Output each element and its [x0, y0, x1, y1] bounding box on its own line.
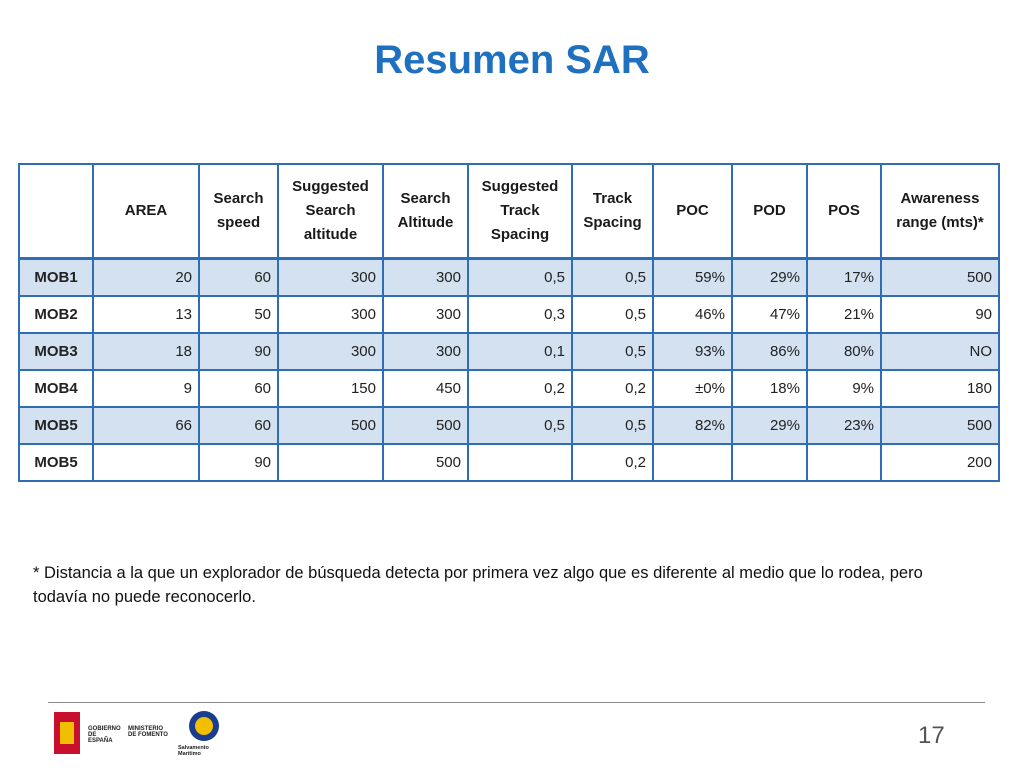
table-cell: 0,1: [467, 332, 573, 371]
table-cell: 90: [198, 332, 279, 371]
table-cell: 0,2: [571, 369, 654, 408]
table-cell: 21%: [806, 295, 882, 334]
table-cell: [277, 443, 384, 482]
table-cell: Search speed: [198, 163, 279, 260]
table-cell: 150: [277, 369, 384, 408]
table-cell: 0,5: [571, 406, 654, 445]
table-cell: 29%: [731, 257, 808, 297]
table-cell: AREA: [92, 163, 200, 260]
table-cell: 29%: [731, 406, 808, 445]
table-cell: [652, 443, 733, 482]
logo-icon: [54, 712, 80, 754]
table-cell: 300: [277, 257, 384, 297]
table-cell: POC: [652, 163, 733, 260]
table-row: MOB4 9 60 150 450 0,2 0,2 ±0% 18% 9% 180: [18, 369, 1000, 408]
table-cell: 500: [277, 406, 384, 445]
logo-salvamento: Salvamento Marítimo: [178, 708, 230, 758]
logo-gobierno: GOBIERNO DE ESPAÑA: [52, 708, 121, 758]
footnote: * Distancia a la que un explorador de bú…: [33, 564, 923, 606]
table-cell: 300: [382, 295, 469, 334]
table-cell: 90: [198, 443, 279, 482]
table-cell: [731, 443, 808, 482]
table-cell: 60: [198, 406, 279, 445]
table-row: MOB5 66 60 500 500 0,5 0,5 82% 29% 23% 500: [18, 406, 1000, 445]
table-cell: 0,5: [571, 257, 654, 297]
table-cell: 60: [198, 369, 279, 408]
table-cell: 59%: [652, 257, 733, 297]
table-cell: [18, 163, 94, 260]
table-cell: 500: [880, 257, 1000, 297]
table-cell: 500: [880, 406, 1000, 445]
table-cell: 66: [92, 406, 200, 445]
table-cell: 0,5: [467, 406, 573, 445]
table-cell: MOB4: [18, 369, 94, 408]
table-cell: 23%: [806, 406, 882, 445]
table-row: MOB2 13 50 300 300 0,3 0,5 46% 47% 21% 90: [18, 295, 1000, 334]
table-cell: 0,3: [467, 295, 573, 334]
table-cell: 500: [382, 406, 469, 445]
table-cell: ±0%: [652, 369, 733, 408]
table-cell: 200: [880, 443, 1000, 482]
table-cell: [806, 443, 882, 482]
table-cell: MOB5: [18, 406, 94, 445]
footer-rule: [48, 702, 985, 703]
table-cell: MOB5: [18, 443, 94, 482]
table-cell: 60: [198, 257, 279, 297]
logo-ministerio: MINISTERIO DE FOMENTO: [124, 708, 174, 758]
table-cell: POS: [806, 163, 882, 260]
table-cell: 86%: [731, 332, 808, 371]
table-cell: 47%: [731, 295, 808, 334]
table-cell: POD: [731, 163, 808, 260]
table-cell: 90: [880, 295, 1000, 334]
table-cell: 17%: [806, 257, 882, 297]
table-row: MOB3 18 90 300 300 0,1 0,5 93% 86% 80% NO: [18, 332, 1000, 371]
table-cell: 9%: [806, 369, 882, 408]
table-cell: Suggested Search altitude: [277, 163, 384, 260]
table-cell: 0,5: [571, 332, 654, 371]
table-cell: 0,5: [467, 257, 573, 297]
table-cell: MOB1: [18, 257, 94, 297]
table-cell: Track Spacing: [571, 163, 654, 260]
table-cell: 50: [198, 295, 279, 334]
table-cell: Suggested Track Spacing: [467, 163, 573, 260]
table-cell: 20: [92, 257, 200, 297]
title: Resumen SAR: [374, 38, 650, 82]
table-cell: 18%: [731, 369, 808, 408]
table-row: MOB5 90 500 0,2 200: [18, 443, 1000, 482]
table-cell: 80%: [806, 332, 882, 371]
table-cell: 93%: [652, 332, 733, 371]
table-cell: 450: [382, 369, 469, 408]
table-cell: 82%: [652, 406, 733, 445]
table-cell: Awareness range (mts)*: [880, 163, 1000, 260]
page-number: 17: [918, 722, 945, 749]
table-cell: 0,5: [571, 295, 654, 334]
table: AREA Search speed Suggested Search altitud…: [18, 163, 1000, 482]
table-cell: [92, 443, 200, 482]
table-cell: 300: [277, 295, 384, 334]
logo-text: GOBIERNO DE ESPAÑA: [88, 726, 121, 744]
table-cell: Search Altitude: [382, 163, 469, 260]
table-cell: 9: [92, 369, 200, 408]
table-cell: NO: [880, 332, 1000, 371]
table-cell: 180: [880, 369, 1000, 408]
table-row: MOB1 20 60 300 300 0,5 0,5 59% 29% 17% 500: [18, 257, 1000, 297]
table-cell: 300: [382, 257, 469, 297]
table-cell: 18: [92, 332, 200, 371]
table-cell: 300: [277, 332, 384, 371]
table-cell: 46%: [652, 295, 733, 334]
table-cell: MOB3: [18, 332, 94, 371]
logo-icon: [189, 711, 219, 741]
logo-text: MINISTERIO DE FOMENTO: [128, 726, 168, 738]
table-cell: 300: [382, 332, 469, 371]
table-cell: 0,2: [467, 369, 573, 408]
table-cell: MOB2: [18, 295, 94, 334]
logo-text: Salvamento Marítimo: [178, 745, 209, 757]
table-cell: 13: [92, 295, 200, 334]
table-cell: 500: [382, 443, 469, 482]
table-cell: [467, 443, 573, 482]
table-row: AREA Search speed Suggested Search altitud…: [18, 163, 1000, 260]
table-cell: 0,2: [571, 443, 654, 482]
